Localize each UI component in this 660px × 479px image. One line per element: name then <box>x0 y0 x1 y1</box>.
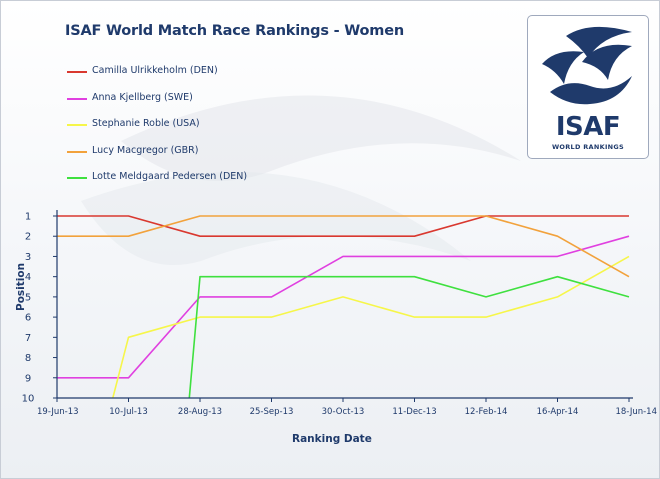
series-line-macgregor <box>57 215 630 278</box>
y-tick-label: 4 <box>25 272 31 283</box>
legend-label-roble: Stephanie Roble (USA) <box>92 118 200 129</box>
series-layer <box>57 215 630 399</box>
legend-swatch-roble <box>67 124 87 126</box>
x-tick-label: 30-Oct-13 <box>322 407 365 417</box>
x-tick-label: 12-Feb-14 <box>465 407 508 417</box>
x-tick-label: 19-Jun-13 <box>37 407 79 417</box>
series-line-roble <box>112 255 630 399</box>
y-tick-label: 8 <box>25 353 31 364</box>
logo-wordmark: ISAF <box>555 112 621 142</box>
x-tick-label: 16-Apr-14 <box>537 407 579 417</box>
y-axis-label: Position <box>15 262 27 311</box>
legend-swatch-macgregor <box>67 150 87 153</box>
legend-label-ulrikkeholm: Camilla Ulrikkeholm (DEN) <box>92 65 218 76</box>
series-line-kjellberg <box>57 235 630 379</box>
legend-swatch-kjellberg <box>67 97 87 100</box>
y-tick-label: 2 <box>25 232 31 243</box>
x-tick-label: 28-Aug-13 <box>178 407 222 417</box>
y-tick-label: 6 <box>25 313 31 324</box>
isaf-sails-emblem <box>542 26 632 105</box>
chart-title: ISAF World Match Race Rankings - Women <box>65 23 404 39</box>
logo-subtext: WORLD RANKINGS <box>551 143 625 151</box>
x-tick-label: 10-Jul-13 <box>109 407 148 417</box>
legend-label-kjellberg: Anna Kjellberg (SWE) <box>92 91 193 103</box>
legend-swatch-pedersen <box>67 177 87 179</box>
isaf-logo: ISAF WORLD RANKINGS <box>527 15 649 159</box>
legend-label-macgregor: Lucy Macgregor (GBR) <box>92 144 199 156</box>
x-tick-label: 11-Dec-13 <box>392 407 436 417</box>
x-axis-label: Ranking Date <box>292 433 372 445</box>
series-line-ulrikkeholm <box>57 215 629 237</box>
y-tick-label: 1 <box>25 212 31 223</box>
legend-label-pedersen: Lotte Meldgaard Pedersen (DEN) <box>92 171 248 182</box>
y-tick-label: 3 <box>25 252 31 263</box>
y-tick-label: 7 <box>25 333 31 344</box>
legend-swatch-ulrikkeholm <box>67 71 87 73</box>
x-tick-label: 18-Jun-14 <box>615 407 657 417</box>
y-tick-label: 9 <box>25 373 31 384</box>
x-tick-label: 25-Sep-13 <box>250 407 294 417</box>
y-tick-label: 10 <box>22 394 35 405</box>
series-line-pedersen <box>188 275 630 399</box>
y-tick-label: 5 <box>25 292 31 303</box>
